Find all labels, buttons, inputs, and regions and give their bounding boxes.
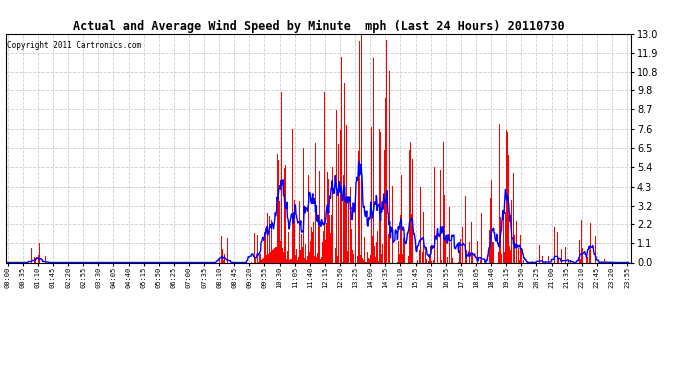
Title: Actual and Average Wind Speed by Minute  mph (Last 24 Hours) 20110730: Actual and Average Wind Speed by Minute …: [72, 20, 564, 33]
Text: Copyright 2011 Cartronics.com: Copyright 2011 Cartronics.com: [7, 40, 141, 50]
